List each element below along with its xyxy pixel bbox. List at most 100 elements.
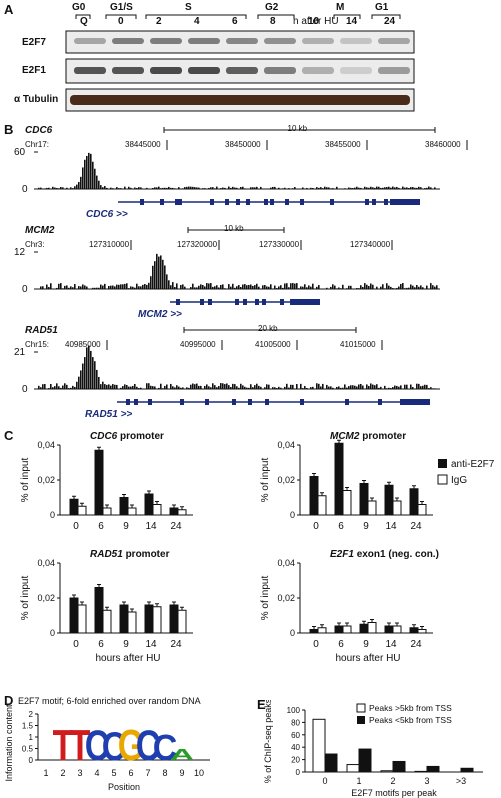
gene-exon — [330, 199, 334, 205]
signal-bar — [336, 186, 338, 189]
bar-anti-e2f7 — [94, 449, 104, 516]
signal-bar — [348, 187, 350, 189]
signal-bar — [116, 384, 118, 389]
track-coord: 38455000 — [325, 140, 361, 149]
signal-bar — [332, 387, 334, 389]
signal-bar — [368, 385, 370, 389]
gene-exon — [280, 299, 284, 305]
signal-bar — [302, 187, 304, 189]
signal-bar — [182, 284, 184, 289]
signal-bar — [100, 284, 102, 289]
signal-bar — [306, 187, 308, 189]
qpcr-chart: E2F1 exon1 (neg. con.) 0 0,02 0,04 % of inpu… — [260, 549, 439, 664]
gene-exon — [264, 199, 268, 205]
y-tick-label: 0,04 — [277, 558, 295, 568]
signal-bar — [256, 186, 258, 189]
bar-igg — [152, 504, 162, 516]
phase-bracket — [257, 14, 295, 19]
signal-bar — [238, 387, 240, 389]
qpcr-chart: CDC6 promoter 0 0,02 0,04 % of input 0 6 9 14 24 — [20, 431, 193, 532]
peaks-bar-near — [358, 748, 372, 773]
motif-letter-t: T — [53, 721, 74, 770]
signal-bar — [394, 385, 396, 389]
signal-bar — [272, 387, 274, 389]
signal-bar — [410, 384, 412, 389]
signal-bar — [250, 384, 252, 389]
signal-bar — [224, 187, 226, 189]
signal-bar — [416, 383, 418, 389]
signal-bar — [370, 383, 372, 389]
signal-bar — [166, 274, 168, 289]
phase-label: G1/S — [110, 2, 133, 13]
signal-bar — [328, 386, 330, 389]
signal-bar — [152, 265, 154, 289]
signal-bar — [222, 383, 224, 389]
signal-bar — [298, 288, 300, 289]
signal-bar — [302, 388, 304, 389]
signal-bar — [242, 385, 244, 389]
signal-bar — [318, 383, 320, 389]
signal-bar — [364, 186, 366, 189]
signal-bar — [118, 188, 120, 189]
signal-bar — [100, 384, 102, 389]
e2f1-band — [302, 67, 334, 74]
bar-igg — [77, 505, 87, 516]
signal-bar — [336, 386, 338, 389]
signal-bar — [376, 286, 378, 289]
signal-bar — [186, 186, 188, 189]
legend-label-near: Peaks <5kb from TSS — [369, 715, 452, 725]
signal-bar — [208, 386, 210, 389]
signal-bar — [110, 187, 112, 189]
signal-bar — [416, 285, 418, 289]
gene-exon — [365, 199, 369, 205]
signal-bar — [386, 283, 388, 289]
signal-bar — [422, 385, 424, 389]
signal-bar — [274, 387, 276, 389]
signal-bar — [42, 286, 44, 289]
signal-bar — [204, 286, 206, 289]
e2f7-band — [264, 38, 296, 44]
signal-bar — [256, 383, 258, 389]
signal-bar — [366, 187, 368, 189]
signal-bar — [418, 186, 420, 189]
signal-bar — [384, 288, 386, 289]
motif-letter-c: C — [153, 728, 178, 768]
signal-bar — [68, 287, 70, 289]
signal-bar — [150, 276, 152, 289]
bar-igg — [342, 625, 352, 634]
signal-bar — [398, 286, 400, 289]
signal-bar — [254, 385, 256, 389]
signal-bar — [282, 287, 284, 289]
signal-bar — [208, 283, 210, 289]
signal-bar — [190, 384, 192, 389]
e2f1-band — [378, 67, 410, 74]
bar-igg — [102, 609, 112, 634]
signal-bar — [114, 384, 116, 389]
bar-anti-e2f7 — [119, 497, 129, 516]
signal-bar — [396, 287, 398, 289]
signal-bar — [202, 284, 204, 289]
track-ymin: 0 — [22, 284, 28, 295]
chart-title: E2F1 exon1 (neg. con.) — [330, 549, 439, 560]
signal-bar — [246, 387, 248, 389]
signal-bar — [430, 187, 432, 189]
signal-bar — [56, 187, 58, 189]
gene-exon — [176, 299, 180, 305]
signal-bar — [166, 384, 168, 389]
phase-brackets — [75, 14, 401, 19]
e2f1-band — [226, 67, 258, 74]
signal-bar — [288, 387, 290, 389]
signal-bar — [292, 384, 294, 389]
signal-bar — [310, 286, 312, 289]
western-blot-panel — [65, 14, 415, 112]
signal-bar — [204, 386, 206, 389]
signal-bar — [344, 384, 346, 389]
qpcr-chart: RAD51 promoter 0 0,02 0,04 % of input 0 6 9 14 24… — [20, 549, 193, 664]
signal-bar — [144, 284, 146, 289]
signal-bar — [280, 387, 282, 389]
signal-bar — [376, 384, 378, 389]
signal-bar — [196, 187, 198, 189]
signal-bar — [296, 283, 298, 289]
signal-bar — [368, 285, 370, 289]
signal-bar — [300, 286, 302, 289]
